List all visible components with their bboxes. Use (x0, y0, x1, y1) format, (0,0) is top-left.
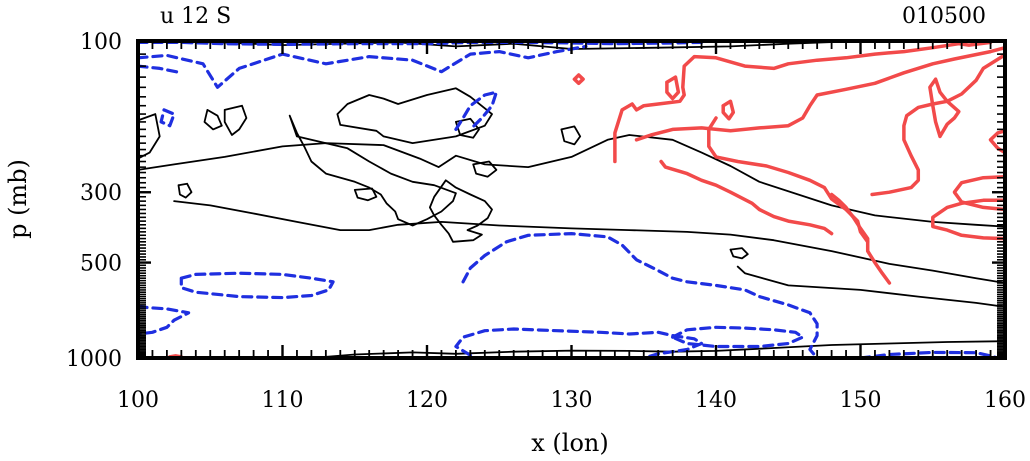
zero-contour-6 (288, 114, 457, 227)
x-tick-label-100: 100 (117, 388, 159, 413)
zero-contour-4 (736, 265, 1006, 308)
negative-contour-26 (671, 325, 805, 349)
x-tick-label-150: 150 (840, 388, 882, 413)
zero-contour-15 (455, 117, 480, 139)
plot-frame (136, 39, 1007, 360)
positive-contour-38 (665, 75, 681, 101)
chart-title-right: 010500 (902, 4, 986, 29)
zero-contour-3 (173, 200, 1006, 284)
positive-contour-35 (952, 174, 1007, 212)
positive-contour-33 (870, 54, 1004, 197)
positive-contour-36 (931, 198, 1007, 241)
x-tick-label-140: 140 (695, 388, 737, 413)
y-tick-label-500: 500 (80, 252, 122, 277)
positive-contour-34 (928, 77, 961, 139)
negative-contour-27 (858, 350, 1000, 360)
negative-contour-24 (461, 232, 819, 360)
positive-contour-28 (613, 40, 993, 164)
y-tick-label-1000: 1000 (66, 347, 122, 372)
zero-contour-13 (353, 187, 378, 202)
zero-contour-9 (472, 160, 498, 178)
y-tick-label-300: 300 (80, 181, 122, 206)
zero-contour-14 (560, 125, 582, 146)
zero-contour-5 (336, 87, 493, 144)
zero-contour-8 (223, 104, 248, 136)
zero-contour-0 (137, 113, 161, 160)
positive-contour-31 (707, 116, 870, 244)
y-tick-label-100: 100 (80, 30, 122, 55)
axis-ticks (136, 39, 1007, 360)
negative-contour-22 (179, 271, 335, 300)
y-axis-title: p (mb) (4, 159, 32, 239)
x-axis-title: x (lon) (531, 429, 608, 457)
positive-contour-40 (572, 73, 585, 86)
zero-contour-11 (203, 109, 223, 131)
contour-lines (136, 40, 1007, 360)
zero-contour-2 (137, 134, 1006, 228)
positive-contour-29 (634, 45, 1007, 142)
tick-labels: 100 110 120 130 140 150 160 100 300 500 1000 (66, 30, 1026, 413)
positive-contour-32 (829, 192, 892, 285)
zero-contour-16 (310, 340, 1006, 359)
negative-contour-20 (159, 108, 176, 128)
negative-contour-21 (454, 90, 498, 131)
positive-contour-30 (659, 159, 834, 236)
positive-contour-39 (721, 99, 736, 121)
negative-contour-19 (136, 64, 183, 75)
chart-title-left: u 12 S (160, 4, 231, 29)
x-tick-label-160: 160 (984, 388, 1026, 413)
negative-contour-23 (136, 305, 191, 336)
x-tick-label-130: 130 (551, 388, 593, 413)
zero-contour-7 (429, 179, 493, 243)
x-tick-label-110: 110 (262, 388, 304, 413)
x-tick-label-120: 120 (406, 388, 448, 413)
zero-contour-10 (729, 247, 749, 260)
zero-contour-12 (177, 182, 193, 199)
negative-contour-17 (136, 40, 704, 46)
negative-contour-25 (454, 327, 704, 360)
negative-contour-18 (136, 44, 588, 89)
